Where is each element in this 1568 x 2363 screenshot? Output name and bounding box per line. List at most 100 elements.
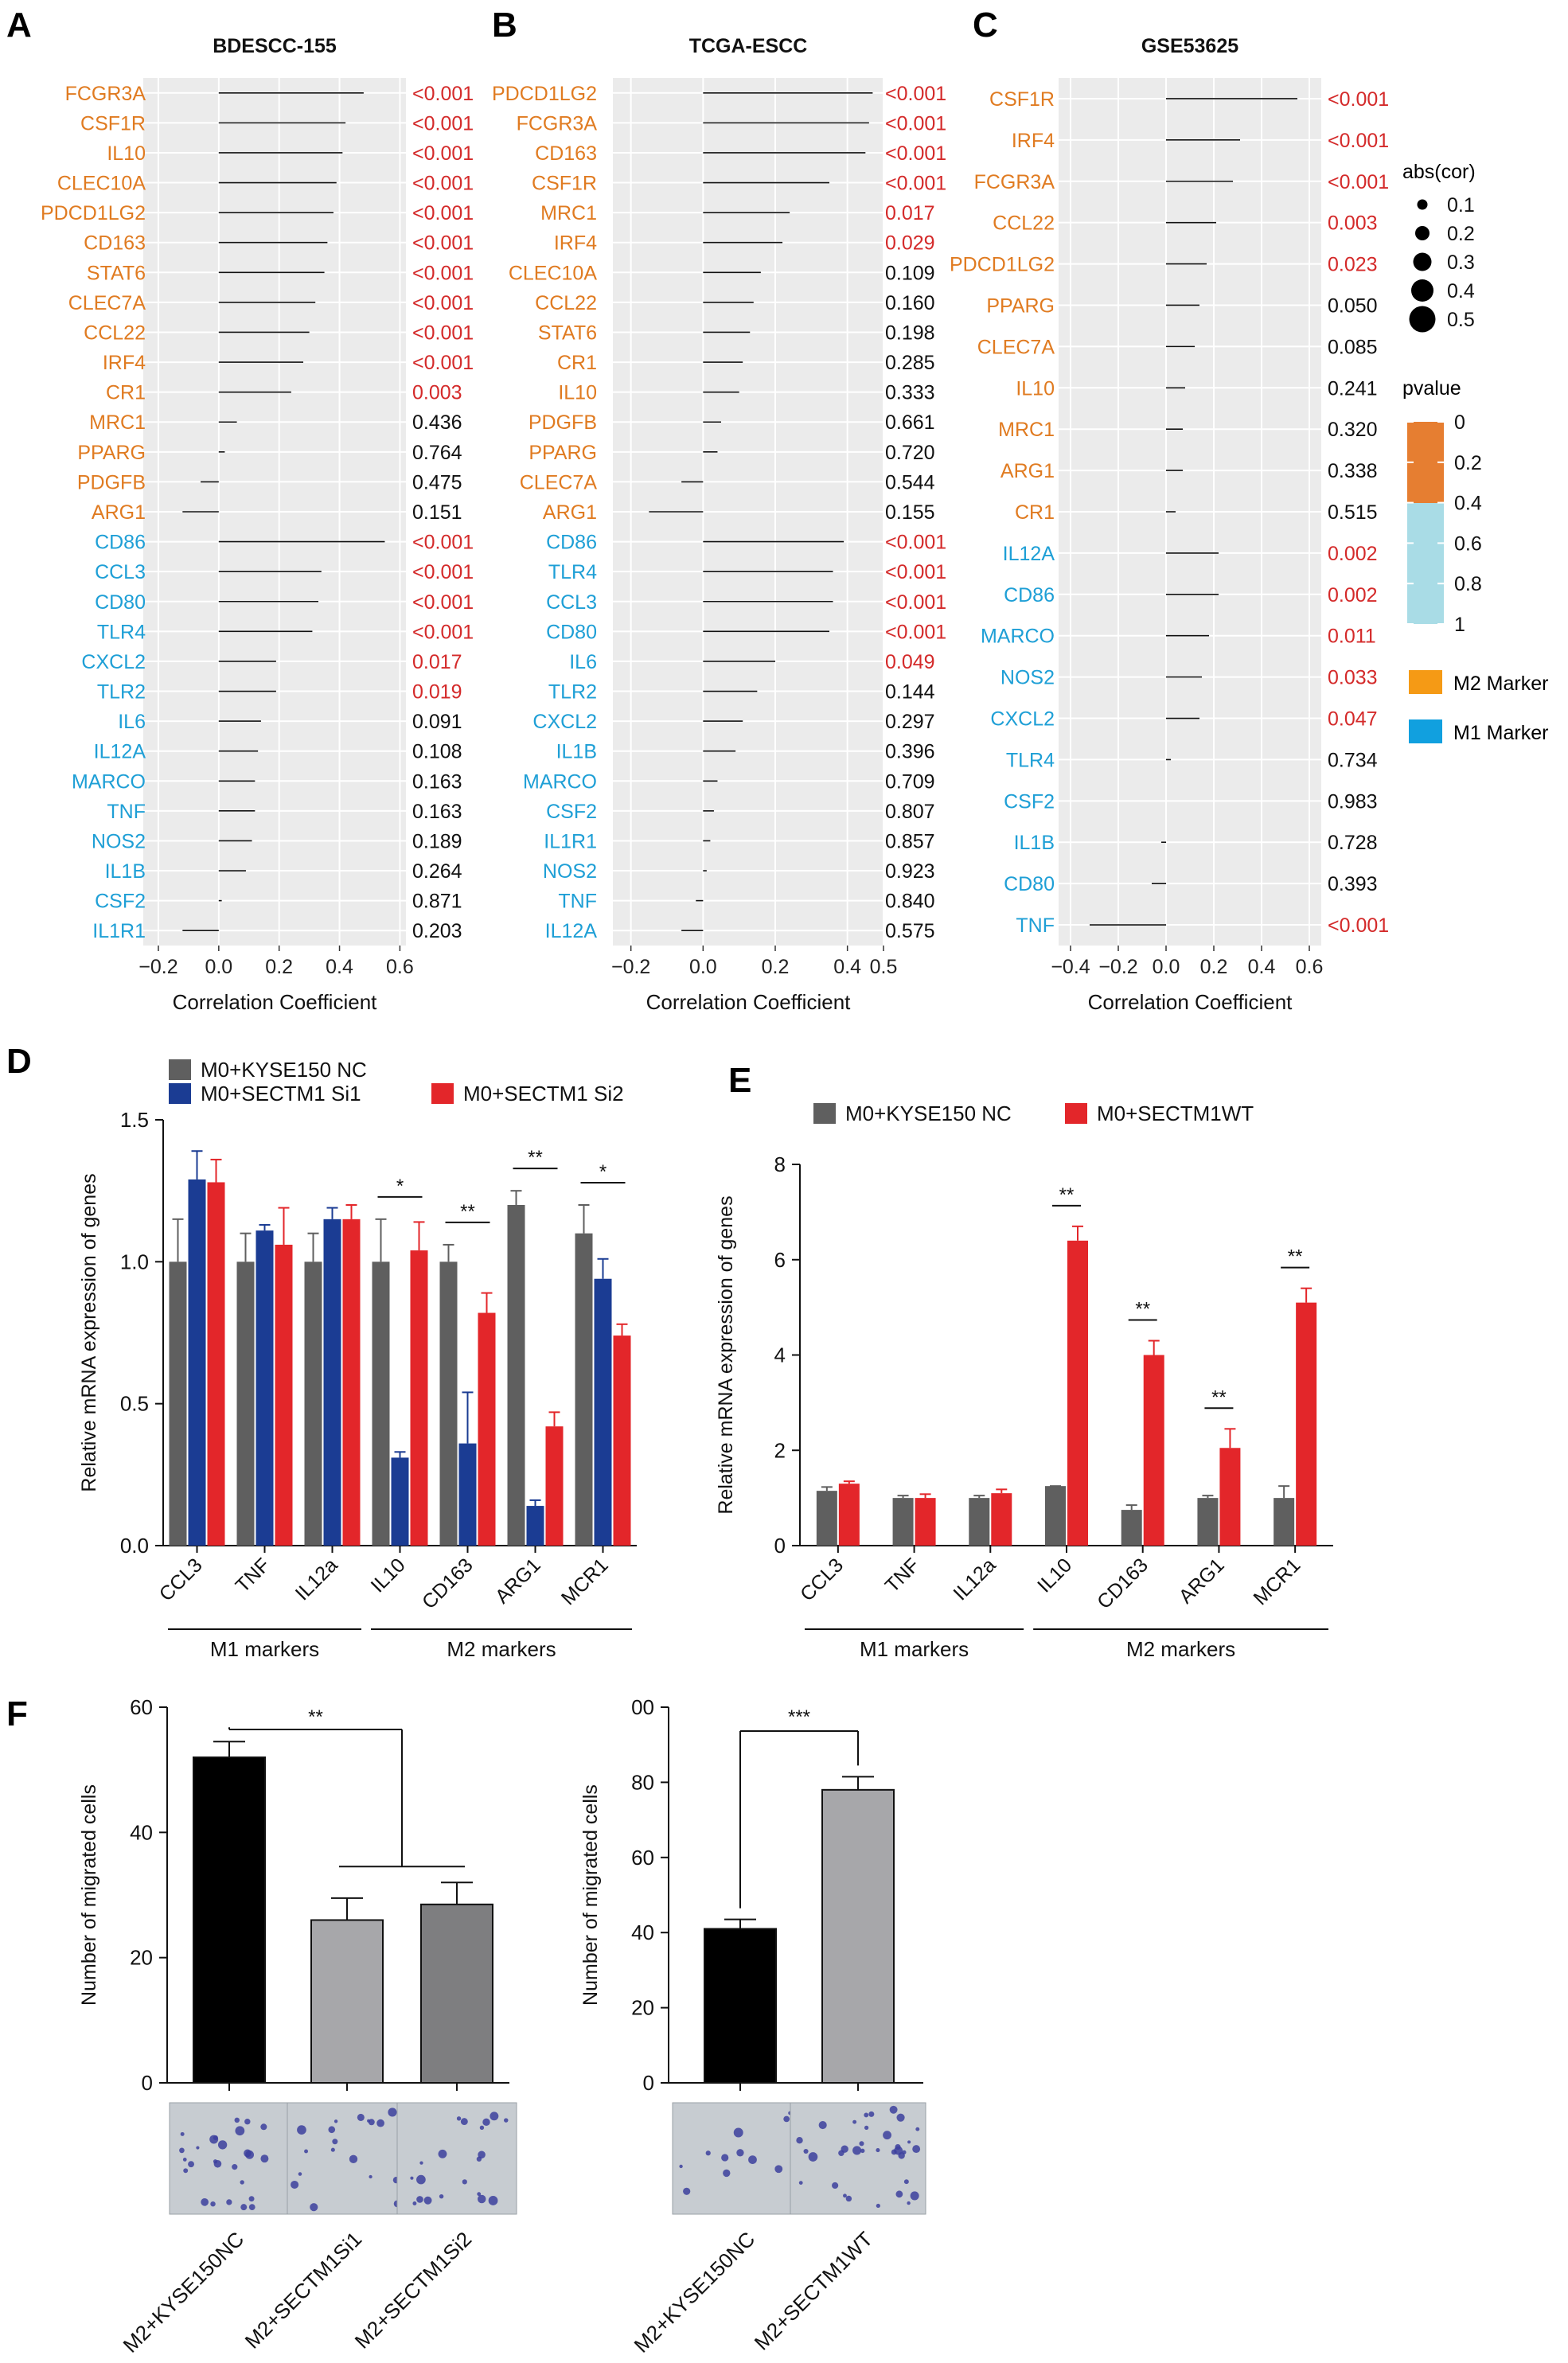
migrated-cell bbox=[876, 2203, 880, 2209]
legend-label: M0+KYSE150 NC bbox=[845, 1102, 1012, 1125]
x-tick-label: −0.2 bbox=[138, 956, 177, 978]
p-value-label: 0.764 bbox=[412, 442, 462, 464]
p-value-label: 0.091 bbox=[412, 711, 462, 733]
gene-label: CR1 bbox=[1015, 501, 1055, 524]
gene-label: IL1R1 bbox=[92, 920, 146, 942]
gene-label: CR1 bbox=[106, 382, 146, 404]
migrated-cell bbox=[907, 2140, 911, 2144]
gene-label: CCL22 bbox=[993, 213, 1055, 235]
legend-m1-swatch bbox=[1409, 719, 1442, 743]
migrated-cell bbox=[304, 2149, 308, 2154]
gene-label: IL6 bbox=[118, 711, 146, 733]
size-legend-label: 0.5 bbox=[1447, 309, 1475, 331]
gene-label: IL10 bbox=[107, 142, 146, 165]
p-value-label: 0.144 bbox=[885, 681, 935, 704]
migrated-cell bbox=[388, 2108, 397, 2117]
gene-label: CCL22 bbox=[535, 292, 597, 314]
migrated-cell bbox=[683, 2187, 691, 2195]
migrated-cell bbox=[832, 2182, 839, 2189]
bar bbox=[704, 1928, 777, 2084]
bar bbox=[613, 1336, 631, 1546]
migrated-cell bbox=[248, 2204, 255, 2210]
x-tick-label: −0.2 bbox=[1098, 956, 1137, 978]
migrated-cell bbox=[748, 2155, 757, 2164]
p-value-label: <0.001 bbox=[412, 142, 474, 165]
bar bbox=[1219, 1448, 1241, 1546]
gene-label: CD163 bbox=[535, 142, 597, 165]
x-tick-label: 0.2 bbox=[1200, 956, 1228, 978]
gene-label: ARG1 bbox=[92, 501, 146, 524]
migrated-cell bbox=[721, 2154, 729, 2162]
gene-label: CD80 bbox=[95, 591, 146, 614]
panel-label-b: B bbox=[492, 6, 517, 45]
p-value-label: 0.003 bbox=[1328, 213, 1378, 235]
x-tick-label: 0.4 bbox=[1248, 956, 1276, 978]
p-value-label: <0.001 bbox=[1328, 171, 1389, 193]
y-tick-label: 20 bbox=[130, 1946, 153, 1970]
significance-stars: ** bbox=[1211, 1386, 1227, 1408]
migrated-cell bbox=[864, 2125, 869, 2131]
p-value-label: 0.050 bbox=[1328, 294, 1378, 317]
micrograph bbox=[396, 2102, 517, 2215]
gene-label: CD163 bbox=[84, 232, 146, 255]
x-tick-label: 0.0 bbox=[1153, 956, 1180, 978]
gene-label: IL1R1 bbox=[544, 830, 597, 852]
y-tick-label: 8 bbox=[774, 1152, 786, 1176]
gene-label: IRF4 bbox=[554, 232, 597, 255]
gene-label: MRC1 bbox=[998, 419, 1055, 441]
legend-m1-label: M1 Marker bbox=[1453, 722, 1548, 744]
gene-label: IL6 bbox=[569, 651, 597, 673]
migrated-cell bbox=[868, 2111, 875, 2117]
x-tick-label: 0.4 bbox=[833, 956, 861, 978]
p-value-label: 0.840 bbox=[885, 891, 935, 913]
bar bbox=[1274, 1498, 1295, 1546]
x-tick-label: 0.6 bbox=[1296, 956, 1324, 978]
gene-label: CD80 bbox=[1004, 873, 1055, 895]
migrated-cell bbox=[182, 2158, 187, 2162]
gene-label: CSF1R bbox=[532, 173, 597, 195]
y-tick-label: 6 bbox=[774, 1248, 786, 1272]
migrated-cell bbox=[367, 2119, 371, 2123]
p-value-label: 0.163 bbox=[412, 801, 462, 823]
gene-label: IL1B bbox=[556, 741, 597, 763]
migrated-cell bbox=[376, 2119, 384, 2127]
gene-label: TLR2 bbox=[97, 681, 146, 704]
gene-label: PDCD1LG2 bbox=[492, 83, 597, 105]
size-legend-label: 0.3 bbox=[1447, 252, 1475, 274]
gene-label: CD86 bbox=[1004, 584, 1055, 606]
p-value-label: 0.857 bbox=[885, 830, 935, 852]
bar bbox=[545, 1426, 564, 1546]
p-value-label: 0.544 bbox=[885, 471, 935, 493]
gene-label: IL10 bbox=[1016, 377, 1055, 400]
p-value-label: 0.983 bbox=[1328, 790, 1378, 813]
x-axis-title: Correlation Coefficient bbox=[173, 990, 378, 1014]
migrated-cell bbox=[504, 2118, 509, 2123]
migrated-cell bbox=[460, 2118, 468, 2126]
migrated-cell bbox=[180, 2131, 185, 2136]
bar bbox=[188, 1179, 206, 1546]
bar bbox=[526, 1506, 544, 1546]
bar bbox=[391, 1457, 409, 1546]
bar bbox=[507, 1205, 525, 1546]
chart-title: TCGA-ESCC bbox=[689, 35, 808, 57]
migrated-cell bbox=[226, 2199, 232, 2205]
x-tick-label: 0.2 bbox=[265, 956, 293, 978]
y-tick-label: 60 bbox=[130, 1695, 153, 1719]
migrated-cell bbox=[864, 2112, 869, 2118]
significance-stars: ** bbox=[1059, 1184, 1075, 1206]
p-value-label: <0.001 bbox=[412, 202, 474, 224]
p-value-label: <0.001 bbox=[885, 591, 946, 614]
migrated-cell bbox=[244, 2119, 251, 2125]
migrated-cell bbox=[179, 2147, 185, 2154]
significance-stars: ** bbox=[528, 1147, 543, 1168]
gene-label: TNF bbox=[1016, 914, 1055, 937]
gene-label: NOS2 bbox=[1000, 667, 1055, 689]
y-tick-label: 0 bbox=[142, 2071, 153, 2095]
p-value-label: <0.001 bbox=[412, 83, 474, 105]
p-value-label: <0.001 bbox=[412, 352, 474, 374]
bar bbox=[310, 1919, 384, 2084]
gene-label: ARG1 bbox=[543, 501, 597, 524]
migrated-cell bbox=[903, 2179, 909, 2185]
y-tick-label: 2 bbox=[774, 1438, 786, 1462]
y-tick-label: 1.0 bbox=[120, 1250, 149, 1273]
